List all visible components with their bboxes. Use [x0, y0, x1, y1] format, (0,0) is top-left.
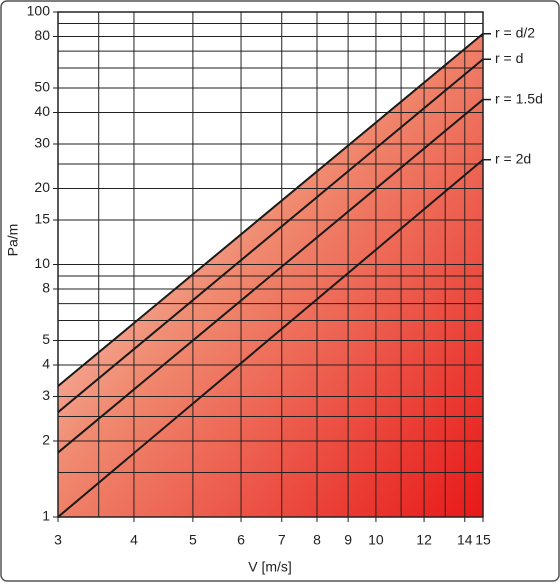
x-tick-label: 5 [189, 532, 197, 548]
x-tick-label: 7 [278, 532, 286, 548]
y-tick-label: 50 [34, 79, 50, 95]
y-tick-label: 20 [34, 179, 50, 195]
line [57, 98, 484, 454]
legend-label: r = d/2 [495, 24, 535, 40]
x-tick-label: 8 [313, 532, 321, 548]
plot-border [57, 11, 484, 518]
y-tick-label: 100 [27, 3, 51, 19]
x-tick-label: 4 [130, 532, 138, 548]
y-tick-label: 1 [42, 508, 50, 524]
x-tick-label: 6 [237, 532, 245, 548]
x-tick-label: 12 [416, 532, 432, 548]
y-tick-label: 10 [34, 255, 50, 271]
y-tick-label: 3 [42, 387, 50, 403]
x-tick-label: 10 [368, 532, 384, 548]
y-tick-label: 5 [42, 331, 50, 347]
y-tick-label: 40 [34, 103, 50, 119]
y-tick-label: 80 [34, 27, 50, 43]
y-tick-label: 2 [42, 432, 50, 448]
x-tick-label: 3 [54, 532, 62, 548]
legend-label: r = d [495, 50, 523, 66]
line [57, 58, 484, 413]
y-tick-label: 4 [42, 356, 50, 372]
line [57, 32, 484, 387]
y-tick-label: 15 [34, 211, 50, 227]
x-axis-label: V [m/s] [248, 559, 292, 575]
y-tick-label: 8 [42, 280, 50, 296]
legend-label: r = 1.5d [495, 90, 543, 106]
line [57, 158, 484, 518]
x-tick-label: 9 [344, 532, 352, 548]
y-axis-label: Pa/m [5, 224, 21, 257]
x-tick-label: 14 [457, 532, 473, 548]
y-tick-label: 30 [34, 135, 50, 151]
legend-label: r = 2d [495, 150, 531, 166]
x-tick-label: 15 [475, 532, 491, 548]
